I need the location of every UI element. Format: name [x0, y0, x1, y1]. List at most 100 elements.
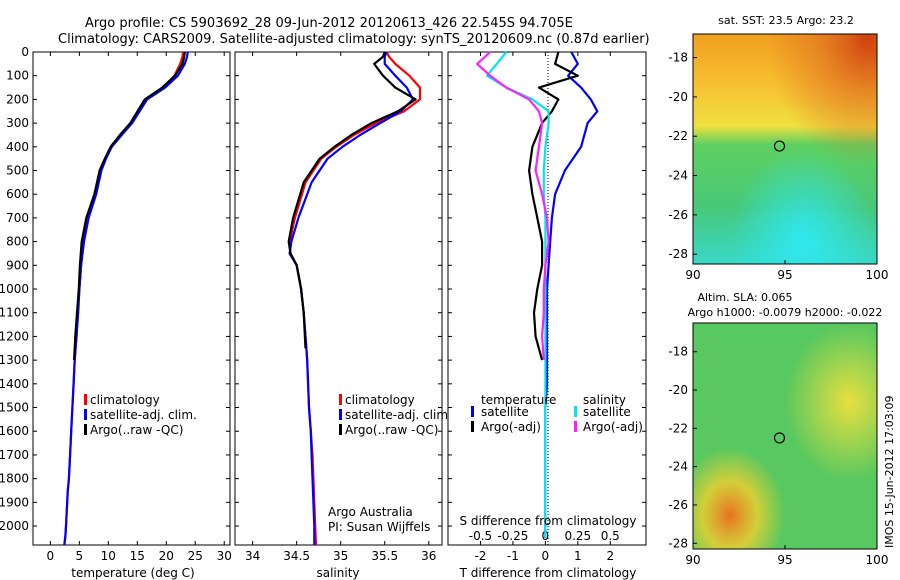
series-line-argo-raw-qc- [73, 51, 186, 361]
map-y-tick-label: -26 [668, 498, 688, 512]
sst-field-cool [693, 34, 877, 264]
sla-argo-location-marker [773, 432, 786, 444]
legend-swatch-s-argo [574, 421, 577, 432]
legend-label-satellite: satellite-adj. clim. [90, 408, 197, 422]
figure-title-line1: Argo profile: CS 5903692_28 09-Jun-2012 … [85, 16, 573, 31]
x-tick-label: 0 [47, 549, 55, 563]
salinity-panel: 34 34.5 35 35.5 36 climatology satellite-adj… [234, 51, 452, 580]
depth-tick-label: 1200 [0, 329, 29, 343]
sst-argo-location-marker [773, 140, 786, 152]
depth-tick-label: 1600 [0, 424, 29, 438]
temperature-panel: 0100200300400500600700800900100011001200… [0, 45, 232, 580]
legend-label-argo: Argo(..raw -QC) [345, 423, 438, 437]
figure-title-line2: Climatology: CARS2009. Satellite-adjuste… [58, 32, 650, 47]
depth-tick-label: 0 [21, 45, 29, 59]
depth-tick-label: 1400 [0, 377, 29, 391]
map-x-tick-label: 90 [685, 268, 700, 282]
map-x-tick-label: 100 [866, 553, 889, 567]
depth-tick-label: 1700 [0, 448, 29, 462]
salinity-legend: climatology satellite-adj. clim. Argo(..… [339, 393, 452, 437]
legend-swatch-climatology [339, 394, 342, 405]
map-y-tick-label: -22 [668, 421, 688, 435]
temperature-x-axis-label: temperature (deg C) [71, 566, 194, 580]
sst-map-ticks: 90 95 100 -18 -20 -22 -24 -26 -28 [668, 51, 888, 282]
map-x-tick-label: 95 [777, 553, 792, 567]
depth-tick-label: 800 [6, 235, 29, 249]
sla-map-title: Altim. SLA: 0.065 [697, 291, 792, 304]
legend-label-argo: Argo(..raw -QC) [90, 423, 183, 437]
map-y-tick-label: -28 [668, 536, 688, 550]
x-tick-label-top: -0.25 [497, 529, 528, 543]
legend-swatch-t-argo [471, 421, 474, 432]
x-tick-label: 35 [333, 549, 348, 563]
depth-tick-labels: 0 100 200 300 400 500 600 700 800 900 1000 1100 1200… [0, 45, 29, 533]
sla-map-subtitle: Argo h1000: -0.0079 h2000: -0.022 [688, 306, 883, 319]
legend-label-climatology: climatology [90, 393, 160, 407]
map-y-tick-label: -18 [668, 51, 688, 65]
depth-tick-label: 1100 [0, 306, 29, 320]
depth-tick-label: 500 [6, 164, 29, 178]
depth-tick-label: 300 [6, 116, 29, 130]
x-tick-label-top: -0.5 [469, 529, 492, 543]
temperature-series [63, 51, 189, 546]
x-tick-label: 5 [76, 549, 84, 563]
legend-heading-salinity: salinity [583, 393, 626, 407]
temperature-legend: climatology satellite-adj. clim. Argo(..… [84, 393, 197, 437]
depth-tick-label: 600 [6, 187, 29, 201]
depth-tick-label: 1500 [0, 401, 29, 415]
depth-tick-label: 700 [6, 211, 29, 225]
legend-swatch-climatology [84, 394, 87, 405]
x-tick-label: 34 [245, 549, 260, 563]
map-y-tick-label: -20 [668, 90, 688, 104]
depth-tick-label: 1800 [0, 472, 29, 486]
depth-tick-label: 400 [6, 140, 29, 154]
map-y-tick-label: -26 [668, 208, 688, 222]
series-line-argo-adj- [476, 51, 550, 361]
imos-timestamp: IMOS 15-Jun-2012 17:03:09 [883, 395, 896, 548]
s-difference-label: S difference from climatology [460, 514, 637, 528]
x-tick-label: 1 [574, 549, 582, 563]
credit-line2: PI: Susan Wijffels [328, 520, 430, 534]
legend-label-climatology: climatology [345, 393, 415, 407]
legend-label-t-satellite: satellite [481, 405, 529, 419]
x-tick-label: 36 [421, 549, 436, 563]
series-line-argo-raw-qc- [287, 51, 417, 349]
sla-map-panel: Altim. SLA: 0.065 Argo h1000: -0.0079 h2… [668, 291, 888, 567]
legend-label-s-satellite: satellite [583, 405, 631, 419]
x-tick-label: 15 [130, 549, 145, 563]
legend-label-satellite: satellite-adj. clim. [345, 408, 452, 422]
sst-map-title: sat. SST: 23.5 Argo: 23.2 [718, 14, 854, 27]
depth-tick-label: 2000 [0, 519, 29, 533]
x-tick-label: 0 [542, 549, 550, 563]
legend-swatch-satellite [84, 409, 87, 420]
t-difference-label: T difference from climatology [459, 566, 637, 580]
depth-tick-label: 200 [6, 92, 29, 106]
x-tick-label: 20 [159, 549, 174, 563]
map-y-tick-label: -24 [668, 169, 688, 183]
salinity-x-axis-label: salinity [316, 566, 359, 580]
map-x-tick-label: 100 [866, 268, 889, 282]
depth-tick-label: 100 [6, 69, 29, 83]
temperature-x-ticks: 0 5 10 15 20 25 30 [33, 51, 232, 563]
x-tick-label-top: 0.25 [564, 529, 591, 543]
difference-legend: temperature salinity satellite Argo(-adj… [471, 393, 643, 434]
legend-label-s-argo: Argo(-adj) [583, 420, 643, 434]
difference-series [476, 51, 599, 538]
legend-swatch-argo [339, 424, 342, 435]
x-tick-label: -2 [474, 549, 486, 563]
legend-heading-temperature: temperature [481, 393, 556, 407]
temperature-axes-box [32, 51, 231, 546]
legend-swatch-argo [84, 424, 87, 435]
depth-tick-label: 1300 [0, 353, 29, 367]
legend-swatch-t-satellite [471, 406, 474, 417]
x-tick-label: -1 [507, 549, 519, 563]
salinity-series [287, 51, 422, 546]
map-y-tick-label: -18 [668, 345, 688, 359]
x-tick-label: 34.5 [283, 549, 310, 563]
credit-line1: Argo Australia [328, 505, 413, 519]
salinity-x-ticks: 34 34.5 35 35.5 36 [235, 51, 442, 563]
map-y-tick-label: -20 [668, 383, 688, 397]
depth-tick-label: 1900 [0, 495, 29, 509]
map-y-tick-label: -24 [668, 460, 688, 474]
